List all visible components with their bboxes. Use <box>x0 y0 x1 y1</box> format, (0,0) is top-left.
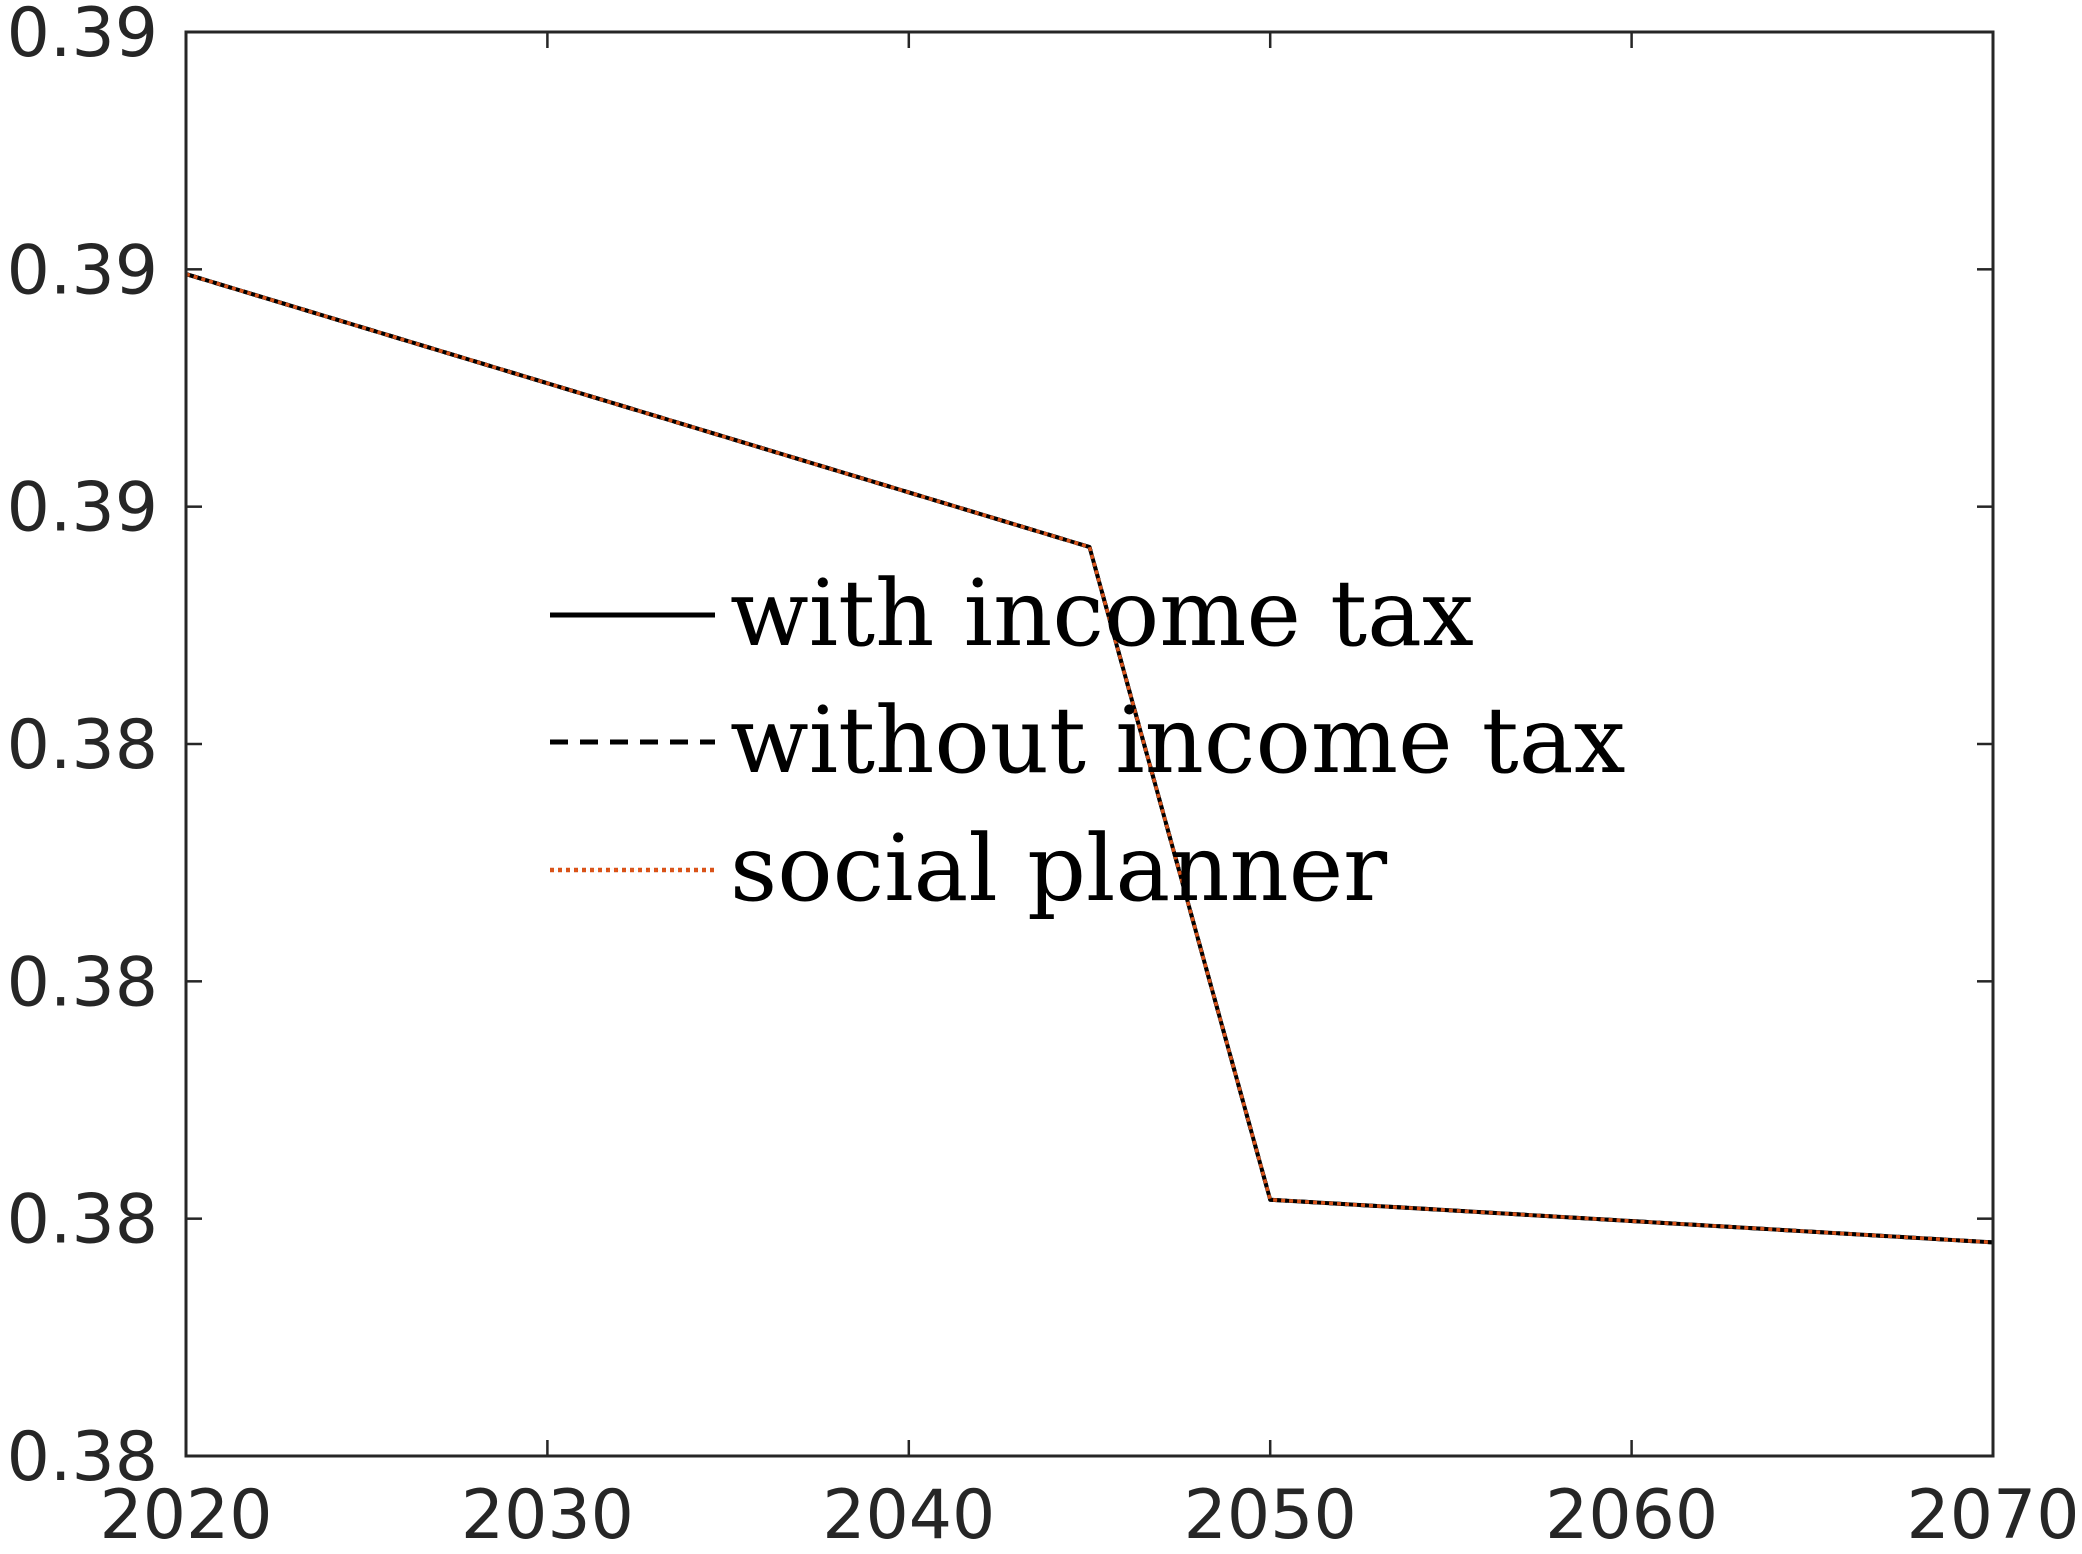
legend-label-2: without income tax <box>730 687 1625 794</box>
x-tick-label: 2030 <box>461 1476 634 1554</box>
y-tick-label: 0.38 <box>7 943 158 1022</box>
tick-layer: 2020 2030 2040 2050 2060 2070 0.38 0.38 0.38 0.38… <box>7 0 2080 1554</box>
x-tick-label: 2020 <box>99 1476 272 1554</box>
x-tick-label: 2040 <box>822 1476 995 1554</box>
series-line-2 <box>185 272 1994 1245</box>
series-line-3 <box>185 272 1994 1245</box>
y-tick-label: 0.39 <box>7 231 158 310</box>
x-tick-label: 2070 <box>1906 1476 2079 1554</box>
y-tick-label: 0.38 <box>7 1181 158 1260</box>
legend-label-1: with income tax <box>730 560 1474 667</box>
y-tick-label: 0.39 <box>7 469 158 548</box>
legend-label-3: social planner <box>730 815 1387 922</box>
x-tick-label: 2050 <box>1184 1476 1357 1554</box>
x-tick-label: 2060 <box>1545 1476 1718 1554</box>
y-tick-label: 0.38 <box>7 706 158 785</box>
y-tick-label: 0.39 <box>7 0 158 73</box>
series-layer <box>185 272 1994 1245</box>
y-tick-label: 0.38 <box>7 1418 158 1497</box>
legend: with income tax without income tax social … <box>550 560 1625 922</box>
